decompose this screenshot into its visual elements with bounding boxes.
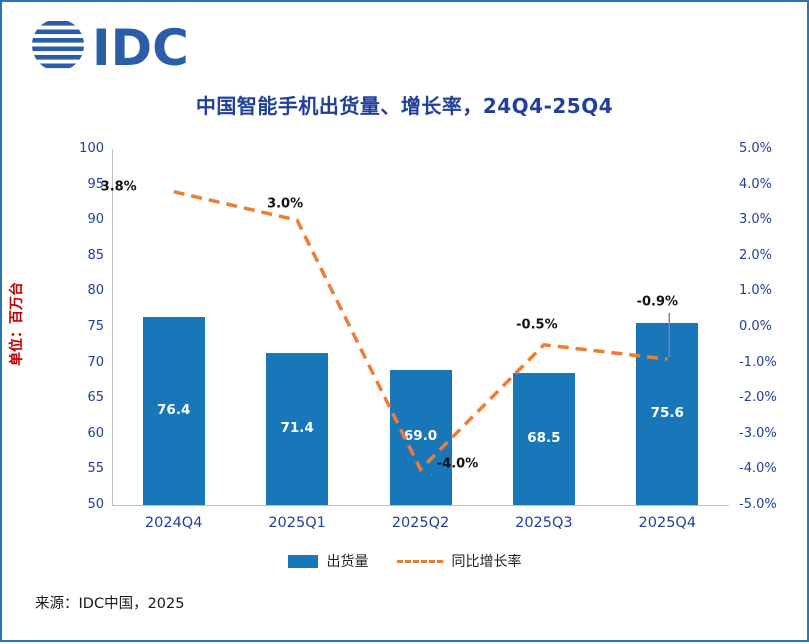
shipments-bar: 75.6 (636, 322, 699, 505)
y-axis-right-tick: 0.0% (739, 319, 773, 334)
x-axis-label: 2025Q3 (515, 515, 573, 531)
y-axis-right-tick: 2.0% (739, 247, 773, 263)
bar-value-label: 71.4 (280, 419, 314, 436)
y-axis-right-tick: 3.0% (739, 212, 773, 228)
bar-value-label: 75.6 (650, 404, 684, 421)
bar-value-label: 69.0 (403, 428, 438, 445)
y-axis-left-tick: 65 (87, 390, 104, 406)
idc-logo-graphic: IDC (32, 19, 189, 77)
growth-value-label: 3.8% (100, 179, 137, 195)
y-axis-right-tick: -2.0% (739, 390, 777, 406)
chart-title: 中国智能手机出货量、增长率，24Q4-25Q4 (195, 94, 614, 118)
bottom-axis-line (112, 505, 729, 506)
y-axis-right-tick: -5.0% (739, 497, 777, 512)
idc-logo: IDC (28, 14, 189, 77)
legend-label-shipments: 出货量 (326, 554, 369, 570)
y-axis-right-tick: 5.0% (739, 141, 773, 156)
y-axis-left-tick: 60 (87, 425, 104, 441)
y-axis-right-tick: -1.0% (739, 354, 777, 370)
growth-dash-icon (396, 559, 443, 563)
y-axis-right-tick: 4.0% (739, 176, 773, 192)
y-axis-right-tick: -4.0% (739, 461, 777, 477)
y-axis-left-tick: 75 (87, 319, 104, 334)
shipments-swatch-icon (287, 554, 318, 568)
y-axis-right-tick: 1.0% (739, 283, 773, 299)
legend-label-growth: 同比增长率 (451, 554, 522, 570)
y-axis-left-tick: 55 (87, 461, 104, 477)
growth-value-label: -0.9% (636, 294, 679, 310)
legend-item-shipments: 出货量 (287, 551, 369, 571)
shipments-bar: 71.4 (266, 352, 329, 505)
y-axis-left-tick: 50 (87, 497, 104, 512)
legend: 出货量 同比增长率 (2, 551, 807, 571)
x-axis-label: 2024Q4 (144, 515, 203, 531)
x-axis-label: 2025Q4 (638, 515, 697, 531)
shipments-bar: 68.5 (512, 373, 575, 505)
left-axis-line (112, 149, 113, 505)
growth-value-label: -4.0% (436, 456, 479, 472)
bar-value-label: 76.4 (157, 402, 191, 418)
y-axis-left-tick: 80 (87, 283, 104, 299)
y-axis-left-tick: 95 (87, 176, 104, 192)
y-axis-left-tick: 100 (79, 141, 104, 156)
x-axis-label: 2025Q1 (268, 515, 326, 531)
growth-value-label: -0.5% (516, 317, 558, 333)
bar-value-label: 68.5 (527, 430, 561, 447)
y-axis-right-tick: -3.0% (739, 425, 777, 441)
shipments-bar: 76.4 (142, 317, 205, 505)
y-axis-left-tick: 70 (87, 354, 104, 370)
growth-value-label: 3.0% (267, 196, 304, 212)
left-axis-title: 单位：百万台 (9, 282, 25, 366)
idc-logo-text: IDC (92, 19, 188, 76)
shipments-bar: 69.0 (389, 369, 452, 505)
y-axis-left-tick: 85 (87, 247, 104, 263)
legend-item-growth: 同比增长率 (396, 551, 522, 571)
x-axis-label: 2025Q2 (391, 515, 450, 531)
globe-icon (32, 21, 84, 69)
source-text: 来源：IDC中国，2025 (35, 596, 185, 612)
y-axis-left-tick: 90 (87, 212, 104, 228)
